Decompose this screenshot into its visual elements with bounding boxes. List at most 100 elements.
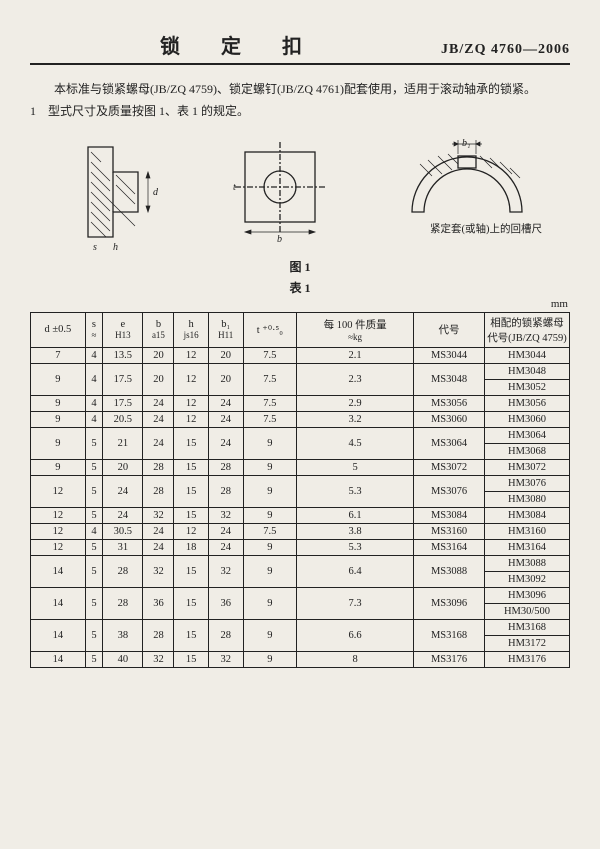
cell-b: 32 xyxy=(143,555,174,587)
cell-mass: 3.2 xyxy=(297,411,414,427)
cell-mass: 4.5 xyxy=(297,427,414,459)
cell-t: 7.5 xyxy=(243,363,297,395)
cell-h: 15 xyxy=(174,619,208,651)
cell-d: 14 xyxy=(31,555,86,587)
cell-s: 4 xyxy=(85,523,103,539)
cell-mate: HM3164 xyxy=(485,539,570,555)
cell-s: 5 xyxy=(85,619,103,651)
cell-d: 12 xyxy=(31,507,86,523)
dim-b1: b₁ xyxy=(462,138,470,149)
cell-b1: 24 xyxy=(208,427,243,459)
cell-d: 14 xyxy=(31,587,86,619)
table-row: 9420.52412247.53.2MS3060HM3060 xyxy=(31,411,570,427)
cell-t: 9 xyxy=(243,619,297,651)
cell-mass: 2.9 xyxy=(297,395,414,411)
cell-h: 12 xyxy=(174,395,208,411)
cell-b1: 28 xyxy=(208,475,243,507)
table-header: d ±0.5 s≈ eH13 ba15 hjs16 b₁H11 t ⁺⁰·⁵₀ … xyxy=(31,312,570,347)
table-row: 9417.52012207.52.3MS3048HM3048 xyxy=(31,363,570,379)
cell-t: 7.5 xyxy=(243,523,297,539)
cell-t: 9 xyxy=(243,507,297,523)
cell-b1: 28 xyxy=(208,459,243,475)
cell-t: 7.5 xyxy=(243,411,297,427)
cell-e: 40 xyxy=(103,651,143,667)
cell-b: 20 xyxy=(143,363,174,395)
cell-code: MS3072 xyxy=(414,459,485,475)
cell-mate: HM3044 xyxy=(485,347,570,363)
cell-e: 24 xyxy=(103,507,143,523)
cell-mass: 5 xyxy=(297,459,414,475)
cell-b1: 36 xyxy=(208,587,243,619)
cell-code: MS3168 xyxy=(414,619,485,651)
cell-code: MS3176 xyxy=(414,651,485,667)
page-title: 锁 定 扣 xyxy=(160,30,320,59)
cell-mass: 6.4 xyxy=(297,555,414,587)
col-e: eH13 xyxy=(103,312,143,347)
cell-s: 5 xyxy=(85,459,103,475)
dim-t: t xyxy=(233,182,236,193)
cell-mate: HM3048 xyxy=(485,363,570,379)
cell-e: 13.5 xyxy=(103,347,143,363)
cell-s: 5 xyxy=(85,427,103,459)
figure-row: d s h b t xyxy=(30,132,570,252)
col-b1: b₁H11 xyxy=(208,312,243,347)
cell-d: 12 xyxy=(31,539,86,555)
cell-mass: 7.3 xyxy=(297,587,414,619)
cell-mate: HM3172 xyxy=(485,635,570,651)
table-row: 1253124182495.3MS3164HM3164 xyxy=(31,539,570,555)
col-b: ba15 xyxy=(143,312,174,347)
cell-e: 20.5 xyxy=(103,411,143,427)
cell-mass: 5.3 xyxy=(297,475,414,507)
cell-s: 4 xyxy=(85,395,103,411)
cell-h: 15 xyxy=(174,587,208,619)
cell-b: 24 xyxy=(143,523,174,539)
cell-b1: 24 xyxy=(208,523,243,539)
table-row: 1252432153296.1MS3084HM3084 xyxy=(31,507,570,523)
cell-d: 12 xyxy=(31,523,86,539)
cell-s: 4 xyxy=(85,411,103,427)
cell-mate: HM3072 xyxy=(485,459,570,475)
cell-d: 14 xyxy=(31,619,86,651)
cell-mate: HM3176 xyxy=(485,651,570,667)
cell-s: 4 xyxy=(85,347,103,363)
cell-h: 15 xyxy=(174,475,208,507)
cell-t: 9 xyxy=(243,651,297,667)
cell-mate: HM3084 xyxy=(485,507,570,523)
cell-e: 38 xyxy=(103,619,143,651)
cell-s: 5 xyxy=(85,651,103,667)
table-row: 9417.52412247.52.9MS3056HM3056 xyxy=(31,395,570,411)
figure-note: 紧定套(或轴)上的回槽尺寸 xyxy=(430,222,542,235)
standard-code: JB/ZQ 4760—2006 xyxy=(441,42,570,58)
cell-d: 14 xyxy=(31,651,86,667)
cell-d: 9 xyxy=(31,395,86,411)
figure-side-view: d s h xyxy=(58,132,168,252)
col-mate: 相配的锁紧螺母代号(JB/ZQ 4759) xyxy=(485,312,570,347)
cell-e: 30.5 xyxy=(103,523,143,539)
cell-b1: 24 xyxy=(208,395,243,411)
col-mass: 每 100 件质量≈kg xyxy=(297,312,414,347)
dim-s: s xyxy=(93,242,97,252)
cell-mate: HM30/500 xyxy=(485,603,570,619)
cell-t: 7.5 xyxy=(243,395,297,411)
cell-t: 9 xyxy=(243,555,297,587)
cell-code: MS3084 xyxy=(414,507,485,523)
cell-h: 18 xyxy=(174,539,208,555)
dim-h: h xyxy=(113,242,118,252)
cell-d: 9 xyxy=(31,411,86,427)
cell-e: 31 xyxy=(103,539,143,555)
cell-h: 12 xyxy=(174,411,208,427)
cell-mate: HM3080 xyxy=(485,491,570,507)
cell-mass: 8 xyxy=(297,651,414,667)
col-h: hjs16 xyxy=(174,312,208,347)
cell-h: 15 xyxy=(174,459,208,475)
cell-mate: HM3092 xyxy=(485,571,570,587)
cell-mass: 2.3 xyxy=(297,363,414,395)
cell-h: 15 xyxy=(174,427,208,459)
cell-mate: HM3052 xyxy=(485,379,570,395)
cell-b: 24 xyxy=(143,427,174,459)
cell-b1: 24 xyxy=(208,539,243,555)
cell-code: MS3096 xyxy=(414,587,485,619)
cell-code: MS3076 xyxy=(414,475,485,507)
cell-e: 28 xyxy=(103,555,143,587)
cell-s: 5 xyxy=(85,475,103,507)
